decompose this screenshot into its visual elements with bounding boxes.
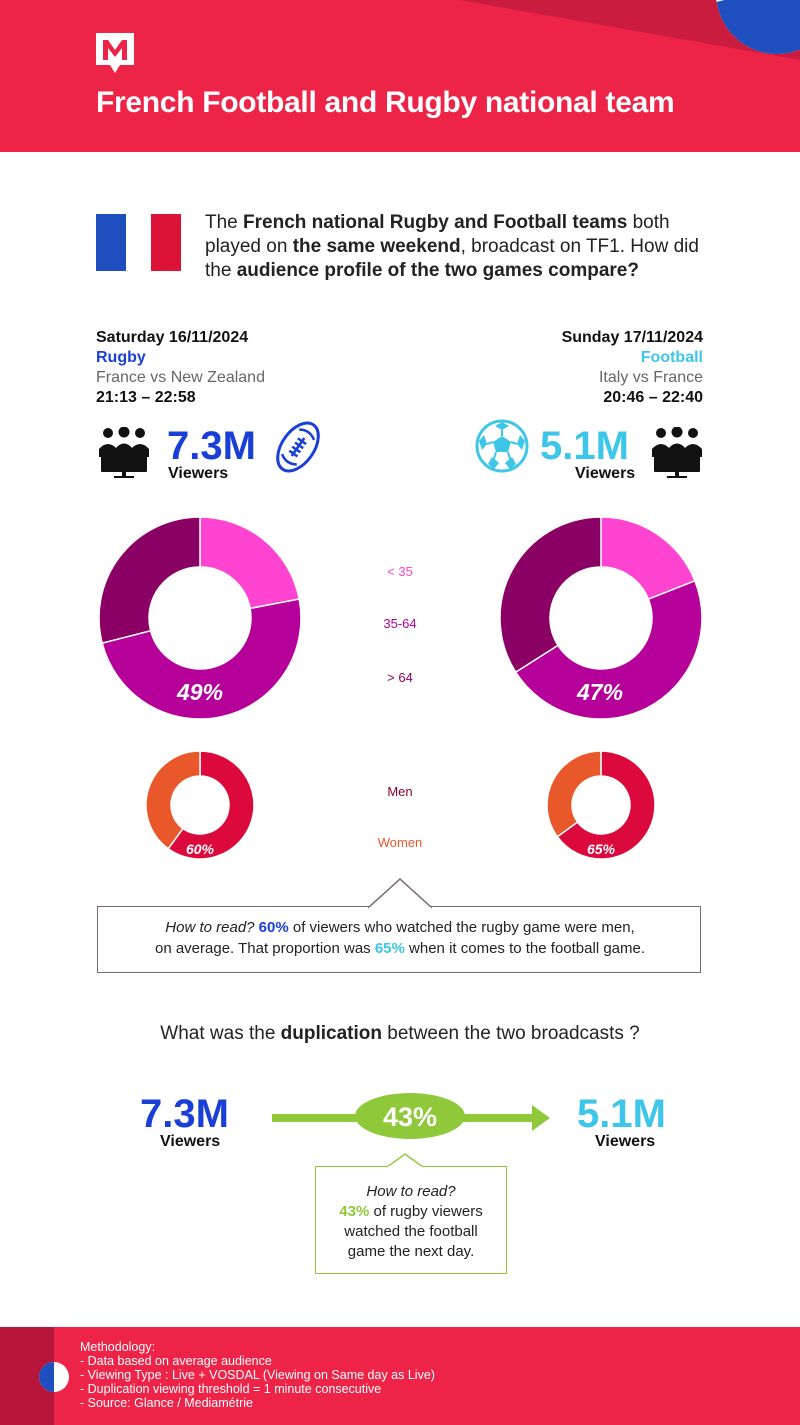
rugby-gender-slice-0 — [167, 750, 255, 860]
football-viewers-label: Viewers — [575, 465, 636, 482]
rugby-viewers-label: Viewers — [168, 465, 229, 482]
intro-text: The French national Rugby and Football t… — [205, 212, 699, 281]
football-age-label: 47% — [576, 679, 623, 705]
football-match-info: Sunday 17/11/2024 Football Italy vs Fran… — [562, 328, 703, 408]
audience-icon-right — [650, 426, 704, 484]
football-teams: Italy vs France — [598, 369, 703, 386]
methodology-line: - Data based on average audience — [80, 1354, 272, 1368]
legend-35-64: 35-64 — [383, 616, 417, 631]
rugby-age-slice-1 — [101, 598, 302, 720]
how-to-read-text: How to read? 60% of viewers who watched … — [154, 919, 646, 957]
header-banner: French Football and Rugby national team — [0, 0, 800, 152]
football-gender-slice-0 — [556, 750, 656, 860]
dup-right-value: 5.1M — [577, 1092, 666, 1136]
page-title: French Football and Rugby national team — [96, 86, 675, 119]
football-time: 20:46 – 22:40 — [603, 389, 703, 406]
methodology-line: - Source: Glance / Mediamétrie — [80, 1396, 253, 1410]
flag-blue-stripe — [96, 214, 126, 271]
duplication-question: What was the duplication between the two… — [160, 1023, 640, 1044]
football-age-slice-1 — [514, 579, 703, 720]
callout-pointer — [368, 878, 432, 909]
rugby-age-label: 49% — [176, 679, 223, 705]
rugby-ball-icon — [271, 418, 325, 481]
football-men-label: 65% — [587, 841, 616, 857]
rugby-age-donut — [98, 516, 302, 720]
m-logo-icon — [96, 33, 134, 73]
dup-left-value: 7.3M — [140, 1092, 229, 1136]
rugby-date: Saturday 16/11/2024 — [96, 329, 249, 346]
footer-banner — [0, 1327, 800, 1425]
legend-men: Men — [387, 784, 413, 799]
football-viewers-value: 5.1M — [540, 424, 629, 468]
flag-red-stripe — [151, 214, 181, 271]
legend-under-35: < 35 — [387, 564, 413, 579]
rugby-men-label: 60% — [186, 841, 215, 857]
football-sport-label: Football — [640, 349, 703, 366]
methodology-line: - Viewing Type : Live + VOSDAL (Viewing … — [80, 1368, 435, 1382]
dup-left-label: Viewers — [160, 1133, 221, 1150]
how-to-read-text-2: How to read? 43% of rugby viewers watche… — [339, 1183, 483, 1260]
legend-over-64: > 64 — [387, 670, 413, 685]
soccer-ball-icon — [474, 418, 530, 479]
rugby-viewers-value: 7.3M — [167, 424, 256, 468]
legend-women: Women — [377, 835, 423, 850]
methodology-line: - Duplication viewing threshold = 1 minu… — [80, 1382, 382, 1396]
duplication-arrow: 43% — [272, 1093, 550, 1139]
rugby-age-slice-2 — [98, 516, 201, 645]
rugby-time: 21:13 – 22:58 — [96, 389, 196, 406]
donut-charts: 49% 47% 60% 65% — [98, 516, 703, 860]
dup-right-label: Viewers — [595, 1133, 656, 1150]
rugby-teams: France vs New Zealand — [96, 369, 265, 386]
football-age-donut — [499, 516, 703, 720]
footer-flag-circle — [39, 1362, 69, 1392]
audience-icon-left — [97, 426, 151, 484]
rugby-gender-donut — [145, 750, 255, 860]
football-gender-donut — [546, 750, 656, 860]
methodology-title: Methodology: — [80, 1340, 156, 1354]
rugby-sport-label: Rugby — [96, 349, 146, 366]
rugby-age-slice-0 — [199, 516, 301, 610]
methodology: Methodology: - Data based on average aud… — [80, 1340, 435, 1410]
how-to-read-box-2 — [315, 1166, 507, 1274]
rugby-match-info: Saturday 16/11/2024 Rugby France vs New … — [96, 328, 265, 408]
rugby-gender-slice-1 — [145, 750, 201, 850]
football-date: Sunday 17/11/2024 — [561, 329, 703, 346]
how-to-read-box — [97, 906, 701, 973]
callout-pointer-2 — [387, 1153, 423, 1168]
football-age-slice-2 — [499, 516, 602, 674]
football-gender-slice-1 — [546, 750, 602, 838]
duplication-pct: 43% — [383, 1102, 437, 1132]
